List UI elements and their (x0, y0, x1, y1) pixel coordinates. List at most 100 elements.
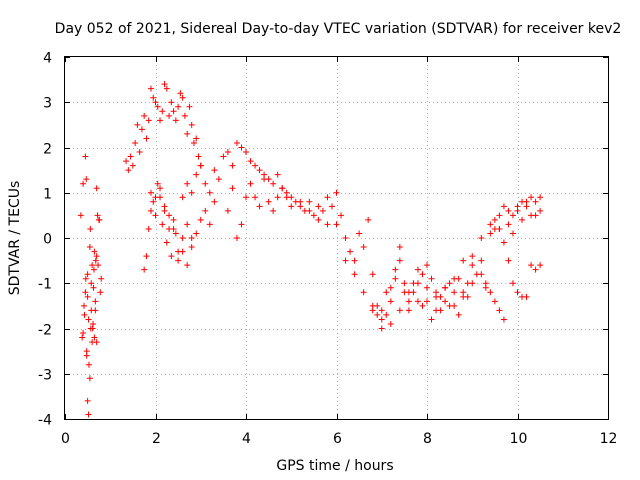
data-point (152, 99, 159, 106)
data-point (202, 207, 209, 214)
data-point (197, 216, 204, 223)
data-point (523, 198, 530, 205)
y-tick-label: 3 (43, 96, 52, 112)
data-point (166, 212, 173, 219)
data-point (437, 293, 444, 300)
data-point (172, 230, 179, 237)
data-point (138, 126, 145, 133)
data-point (188, 244, 195, 251)
data-point (514, 203, 521, 210)
data-point (256, 167, 263, 174)
data-point (505, 257, 512, 264)
data-point (233, 235, 240, 241)
data-point (80, 330, 87, 337)
data-point (424, 298, 430, 305)
data-point (283, 194, 290, 201)
data-point (324, 221, 331, 228)
data-point (229, 162, 236, 169)
data-point (91, 334, 98, 341)
data-point (168, 253, 175, 260)
data-point (500, 203, 507, 210)
data-point (184, 262, 191, 269)
data-point (170, 108, 177, 115)
data-point (184, 221, 191, 228)
data-point (478, 257, 485, 264)
data-point (428, 316, 435, 323)
data-point (328, 203, 335, 210)
data-point (141, 266, 148, 273)
data-point (387, 284, 394, 291)
y-tick-label: 4 (43, 51, 52, 67)
data-point (419, 271, 426, 278)
data-point (451, 289, 458, 296)
data-point (509, 230, 516, 237)
data-point (455, 275, 462, 282)
data-point (94, 212, 101, 219)
data-point (143, 253, 150, 260)
data-point (410, 289, 417, 296)
data-point (487, 221, 494, 228)
data-point (274, 194, 281, 201)
data-point (469, 262, 476, 269)
data-point (428, 275, 435, 282)
data-point (433, 307, 440, 314)
data-point (143, 135, 150, 142)
data-point (509, 280, 516, 287)
y-tick-label: 2 (43, 142, 52, 158)
data-point (496, 212, 503, 219)
data-point (297, 198, 304, 205)
x-tick-label: 10 (510, 431, 528, 447)
data-point (460, 257, 467, 264)
data-point (163, 85, 170, 92)
data-point (387, 320, 394, 327)
data-point (92, 257, 99, 264)
y-tick-label: -1 (38, 277, 52, 293)
data-point (356, 230, 363, 237)
data-point (175, 257, 182, 264)
data-point (405, 307, 412, 314)
data-point (129, 162, 136, 169)
data-point (80, 180, 87, 187)
data-point (188, 235, 195, 241)
data-point (505, 221, 512, 228)
data-point (84, 397, 91, 404)
data-point (310, 212, 317, 219)
data-point (233, 139, 240, 146)
data-point (170, 225, 177, 232)
data-point (84, 271, 91, 278)
data-point (98, 275, 105, 282)
data-point (342, 257, 349, 264)
data-point (184, 130, 191, 137)
data-point (163, 239, 170, 246)
x-tick-label: 8 (423, 431, 432, 447)
data-point (159, 221, 166, 228)
data-point (405, 298, 412, 305)
data-point (175, 248, 182, 255)
data-point (238, 221, 245, 228)
data-point (351, 257, 358, 264)
data-point (87, 225, 94, 232)
data-point (206, 189, 213, 196)
data-point (147, 189, 154, 196)
data-point (161, 81, 168, 88)
data-point (179, 94, 186, 101)
data-point (383, 311, 390, 318)
x-tick-label: 0 (61, 431, 70, 447)
data-point (229, 185, 236, 192)
data-point (401, 280, 408, 287)
data-point (145, 117, 152, 124)
data-point (150, 198, 157, 205)
data-point (243, 194, 249, 201)
data-point (265, 198, 272, 205)
data-point (446, 280, 453, 287)
data-point (238, 144, 245, 151)
data-point (446, 302, 453, 309)
data-point (184, 180, 191, 187)
data-point (193, 135, 200, 142)
data-point (369, 271, 376, 278)
data-point (537, 207, 544, 214)
data-point (145, 225, 152, 232)
data-point (132, 139, 139, 146)
data-point (505, 207, 512, 214)
